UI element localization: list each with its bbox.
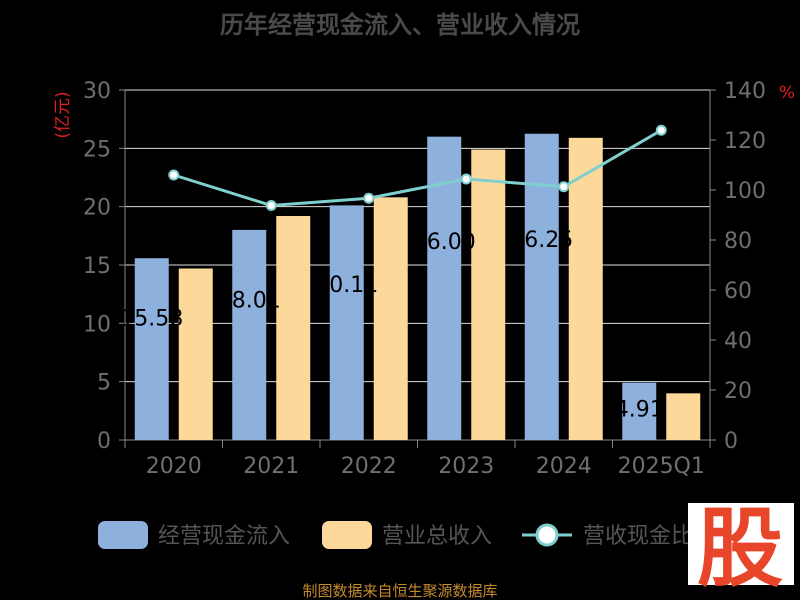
bars [134, 133, 701, 441]
legend-label-revenue: 营业总收入 [382, 524, 492, 549]
legend-label-cash-inflow: 经营现金流入 [158, 524, 290, 549]
ratio-point [363, 192, 375, 204]
ratio-point [265, 200, 277, 211]
left-tick-label: 0 [97, 429, 111, 454]
x-tick-label: 2024 [536, 454, 592, 479]
bar-value-label: 15.58 [120, 306, 183, 331]
x-tick-label: 2020 [146, 454, 202, 479]
bar-revenue [568, 137, 603, 441]
left-tick-label: 25 [83, 137, 111, 162]
bar-revenue [666, 393, 701, 440]
ratio-point [655, 124, 667, 136]
right-tick-label: 100 [724, 179, 766, 204]
right-tick-label: 40 [724, 329, 752, 354]
bar-cash-inflow [524, 133, 559, 440]
right-tick-label: 140 [724, 79, 766, 104]
right-tick-label: 20 [724, 379, 752, 404]
bar-revenue [373, 197, 408, 440]
bar-value-label: 20.11 [315, 273, 378, 298]
right-tick-label: 60 [724, 279, 752, 304]
bar-value-label: 26.25 [510, 228, 573, 253]
bar-cash-inflow [134, 258, 169, 440]
ratio-line [168, 124, 667, 211]
bar-cash-inflow [329, 205, 364, 440]
ratio-point [168, 169, 180, 181]
bar-revenue [471, 149, 506, 440]
left-tick-label: 15 [83, 254, 111, 279]
legend-swatch-ratio-marker [535, 523, 559, 547]
data-source-note: 制图数据来自恒生聚源数据库 [302, 582, 497, 600]
chart-title: 历年经营现金流入、营业收入情况 [220, 11, 580, 39]
x-tick-label: 2023 [438, 454, 494, 479]
bar-cash-inflow [622, 382, 657, 440]
x-tick-label: 2022 [341, 454, 397, 479]
legend-swatch-revenue [322, 521, 372, 549]
legend-swatch-cash-inflow [98, 521, 148, 549]
right-tick-label: 0 [724, 429, 738, 454]
ratio-point [460, 173, 472, 185]
left-tick-label: 5 [97, 371, 111, 396]
left-axis-ticks: 0 5 10 15 20 25 30 [83, 79, 125, 454]
ratio-line-path [173, 128, 663, 208]
watermark-logo: 股 [697, 499, 783, 599]
bar-revenue [178, 268, 213, 440]
left-tick-label: 30 [83, 79, 111, 104]
x-axis: 2020 2021 2022 2023 2024 2025Q1 [124, 440, 711, 479]
right-axis-ticks: 0 20 40 60 80 100 120 140 [710, 79, 766, 454]
right-tick-label: 80 [724, 229, 752, 254]
legend-label-ratio: 营收现金比 [583, 524, 693, 549]
watermark-backdrop [688, 503, 794, 585]
right-tick-label: 120 [724, 129, 766, 154]
bar-cash-inflow [427, 136, 462, 440]
grid-lines [124, 89, 711, 441]
x-tick-label: 2025Q1 [618, 454, 705, 479]
bar-value-label: 18.01 [218, 289, 281, 314]
ratio-point [558, 181, 570, 193]
bar-data-labels: 15.58 18.01 20.11 26.00 26.25 4.91 [120, 228, 663, 423]
x-tick-label: 2021 [243, 454, 299, 479]
right-axis-unit: % [779, 83, 795, 103]
left-tick-label: 10 [83, 312, 111, 337]
bar-cash-inflow [232, 229, 267, 440]
bar-value-label: 4.91 [615, 398, 664, 423]
legend: 经营现金流入 营业总收入 营收现金比 [98, 521, 693, 549]
bar-revenue [276, 216, 311, 440]
left-tick-label: 20 [83, 196, 111, 221]
left-axis-unit: (亿元) [53, 91, 73, 138]
bar-value-label: 26.00 [413, 230, 476, 255]
